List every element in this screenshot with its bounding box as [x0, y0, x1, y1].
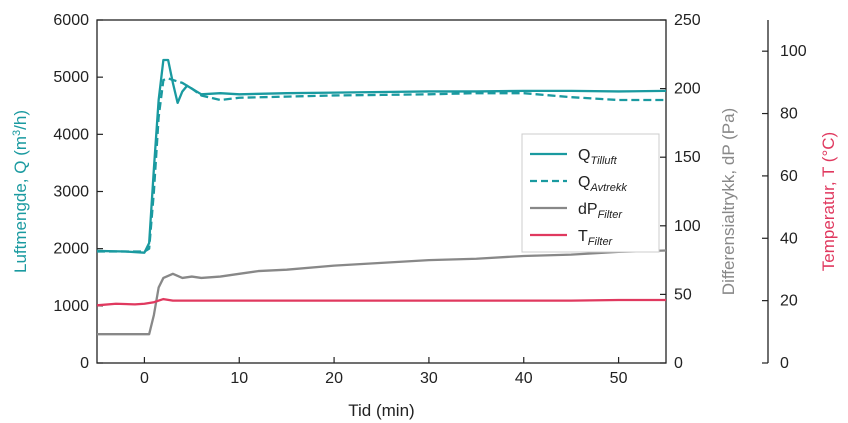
- legend-label: TFilter: [578, 228, 614, 248]
- x-tick-label: 50: [610, 370, 628, 387]
- legend-label: QTilluft: [578, 147, 618, 167]
- y-right1-tick-label: 200: [674, 81, 701, 98]
- x-tick-label: 0: [140, 370, 149, 387]
- series-layer: [97, 58, 666, 336]
- y-right2-tick-label: 0: [780, 355, 789, 372]
- series-line-dp-filter: [97, 249, 666, 336]
- y-right2-tick-label: 60: [780, 168, 798, 185]
- y-left-tick-label: 2000: [53, 241, 89, 258]
- y-right1-tick-label: 150: [674, 149, 701, 166]
- y-right1-tick-label: 0: [674, 355, 683, 372]
- y-left-tick-label: 6000: [53, 12, 89, 29]
- y-left-tick-label: 4000: [53, 126, 89, 143]
- y-right1-tick-label: 50: [674, 286, 692, 303]
- y-left-tick-label: 1000: [53, 298, 89, 315]
- y-right2-tick-label: 100: [780, 43, 807, 60]
- y-right2-tick-label: 40: [780, 230, 798, 247]
- series-line-t-filter: [97, 297, 666, 307]
- legend-label: QAvtrekk: [578, 174, 627, 194]
- x-tick-label: 40: [515, 370, 533, 387]
- y-right2-tick-label: 80: [780, 106, 798, 123]
- y-axis-right2-title: Temperatur, T (°C): [819, 132, 838, 271]
- y-left-tick-label: 5000: [53, 69, 89, 86]
- x-tick-label: 30: [420, 370, 438, 387]
- x-tick-label: 10: [230, 370, 248, 387]
- x-tick-label: 20: [325, 370, 343, 387]
- series-line-q-avtrekk: [97, 77, 666, 253]
- y-left-tick-label: 3000: [53, 184, 89, 201]
- y-axis-left-title-prefix: Luftmengde, Q (m: [11, 136, 30, 273]
- legend: QTilluft QAvtrekk dPFilter TFilter: [521, 133, 660, 253]
- y-right2-tick-label: 20: [780, 293, 798, 310]
- y-right1-tick-label: 100: [674, 218, 701, 235]
- y-axis-left-title-suffix: /h): [11, 110, 30, 130]
- axis-ticks: 0 10 20 30 40 5001000200030004000500060000501…: [53, 12, 806, 387]
- x-axis-title: Tid (min): [348, 401, 414, 420]
- y-left-tick-label: 0: [80, 355, 89, 372]
- y-axis-right1-title: Differensialtrykk, dP (Pa): [719, 108, 738, 295]
- y-axis-left-title-sup: 3: [11, 130, 23, 136]
- y-axis-left-title: Luftmengde, Q (m3/h): [11, 110, 30, 273]
- legend-label: dPFilter: [578, 201, 623, 221]
- y-right1-tick-label: 250: [674, 12, 701, 29]
- plot-frame: [96, 19, 769, 364]
